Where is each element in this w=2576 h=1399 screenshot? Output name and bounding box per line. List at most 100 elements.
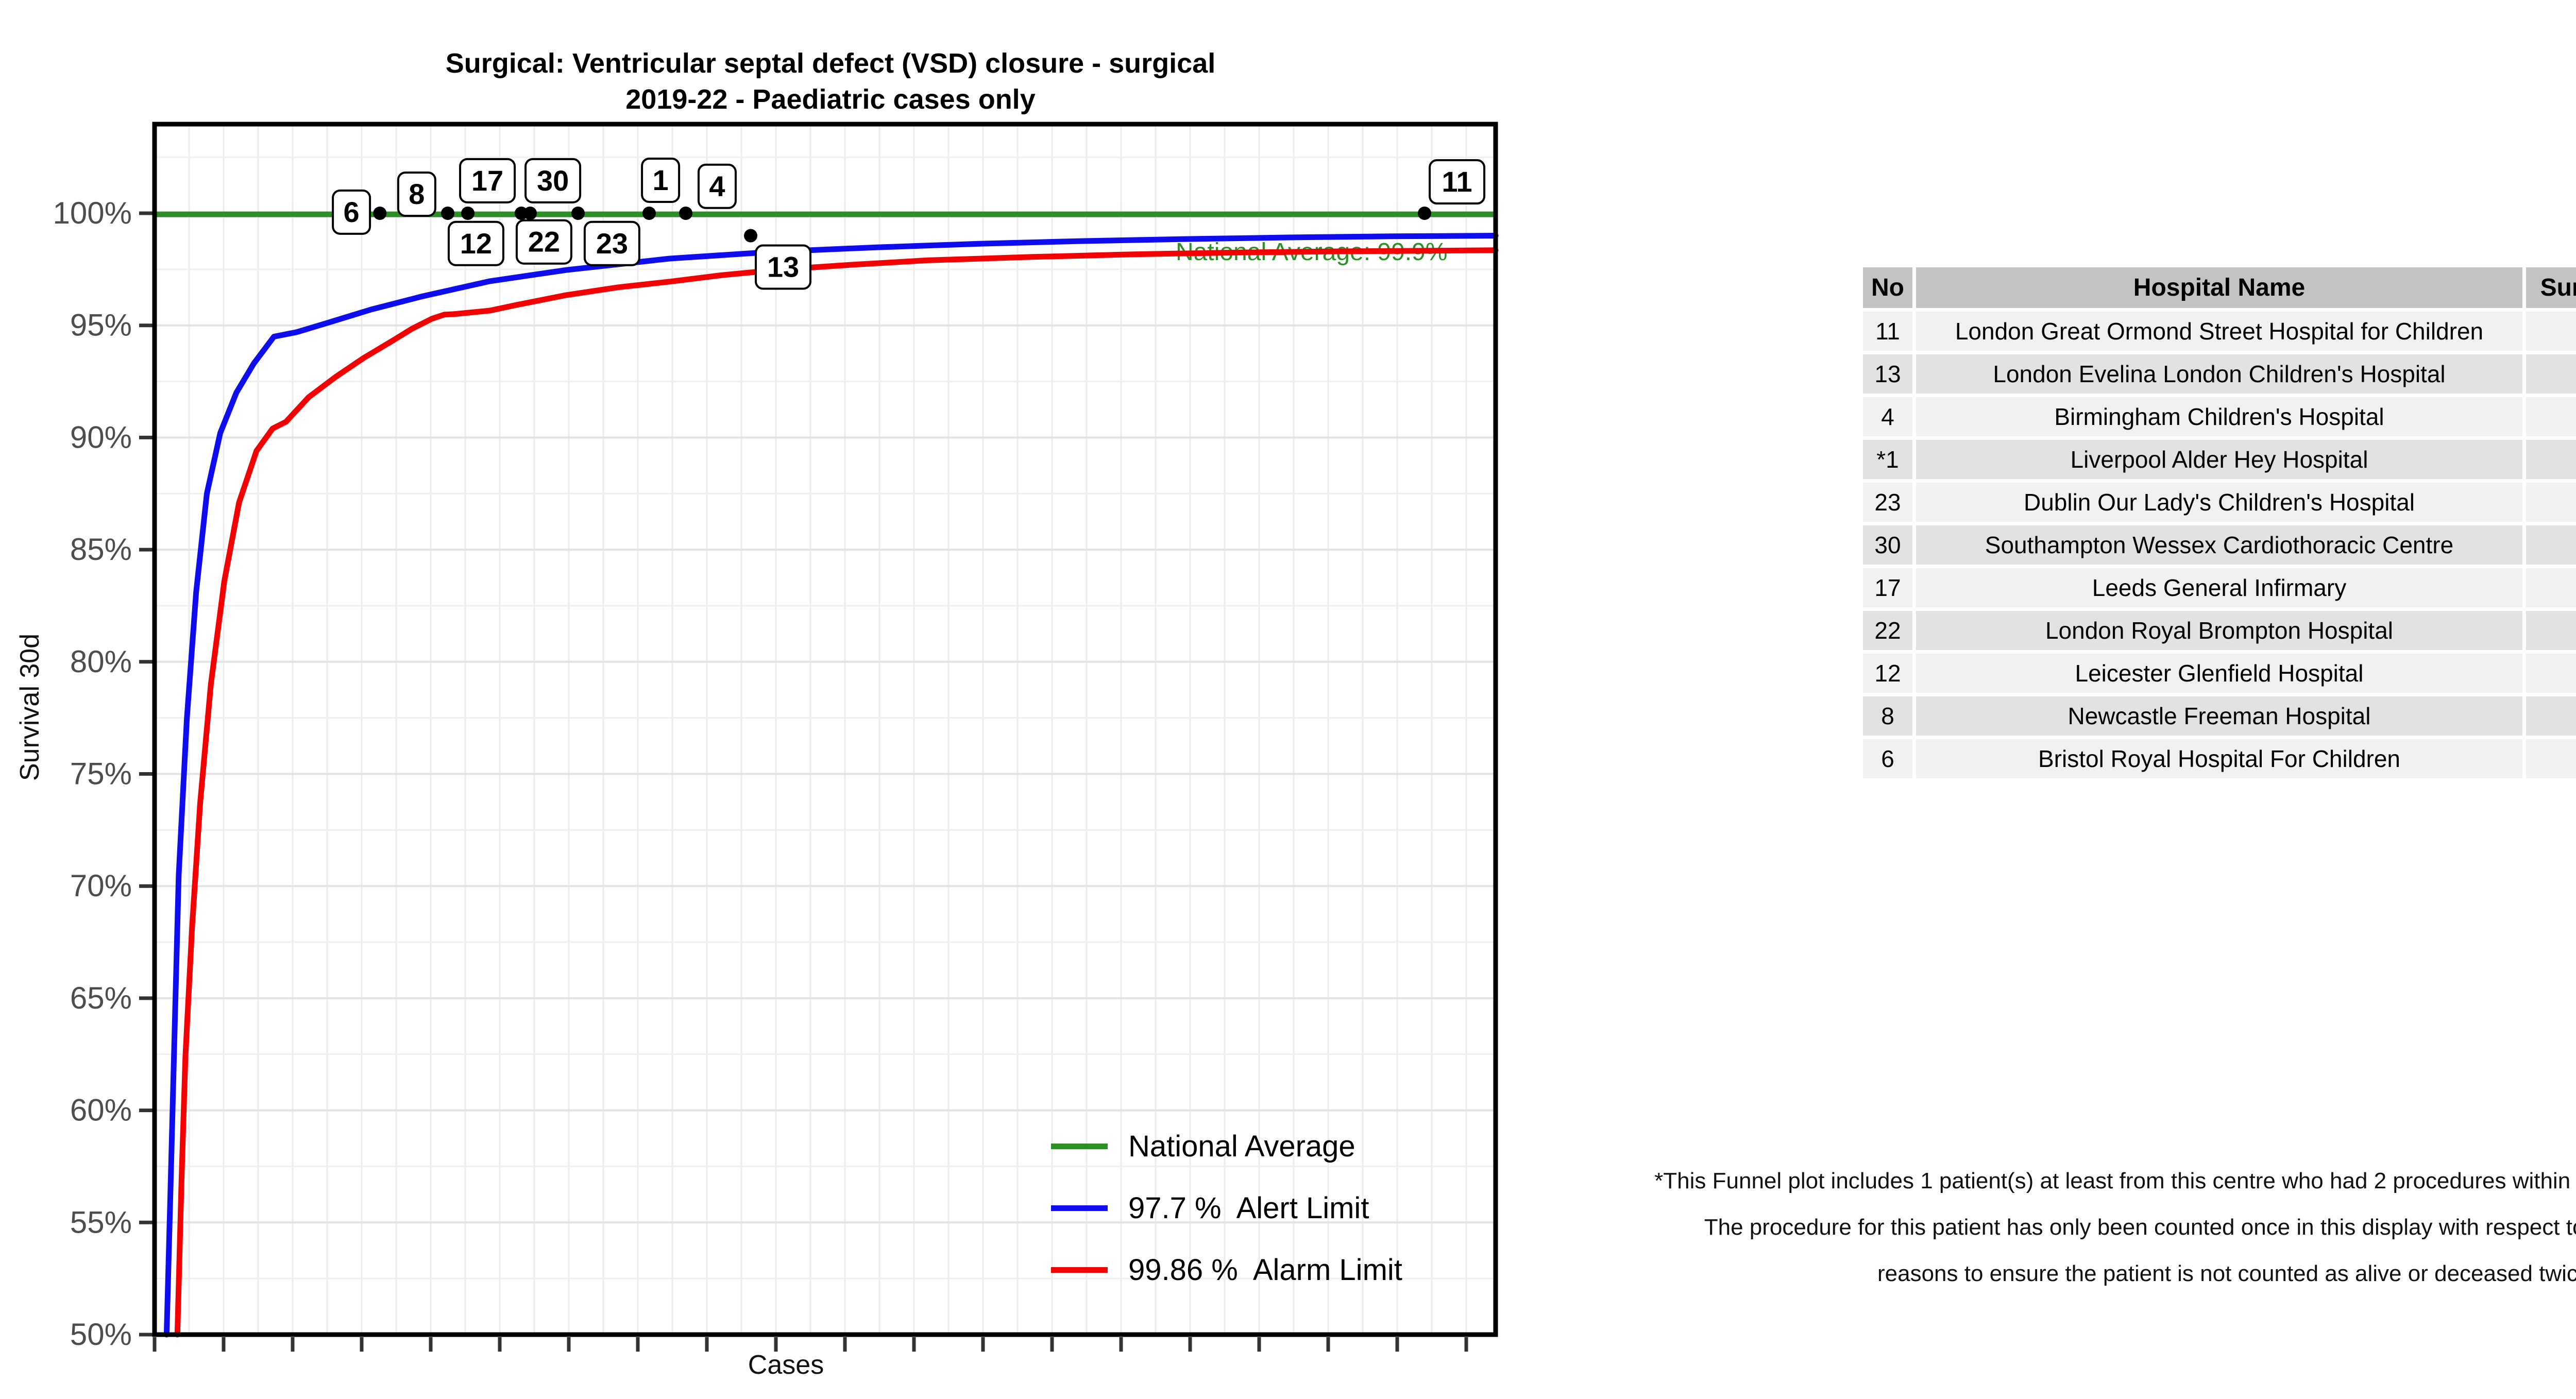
point-label: 11 [1442, 165, 1472, 198]
footnote-line3: reasons to ensure the patient is not cou… [1877, 1261, 2576, 1286]
point-label-box [641, 157, 681, 203]
point-label-box [459, 158, 516, 203]
data-point [441, 207, 455, 220]
point-label-box [697, 163, 737, 209]
point-label-box [515, 219, 572, 265]
cell-no: 6 [1863, 739, 1912, 778]
cell-hospital-name: Dublin Our Lady's Children's Hospital [1916, 483, 2522, 522]
cell-hospital-name: Southampton Wessex Cardiothoracic Centre [1916, 525, 2522, 565]
table-header-no: No [1863, 267, 1912, 308]
table-row: 11 London Great Ormond Street Hospital fo… [1863, 312, 2576, 351]
cell-survival: 100% [2526, 739, 2576, 778]
chart-title-line2: 2019-22 - Paediatric cases only [625, 84, 1036, 115]
point-label-box [397, 171, 436, 217]
data-points [373, 207, 1432, 243]
y-tick-label: 70% [70, 868, 132, 903]
y-tick-label: 100% [53, 196, 132, 230]
cell-hospital-name: Leeds General Infirmary [1916, 568, 2522, 607]
point-label: 12 [460, 227, 492, 260]
point-label: 1 [653, 164, 669, 196]
y-tick-label: 90% [70, 420, 132, 454]
cell-no: 12 [1863, 654, 1912, 693]
cell-hospital-name: London Evelina London Children's Hospita… [1916, 354, 2522, 394]
cell-survival: 100% [2526, 568, 2576, 607]
legend-label: 99.86 % Alarm Limit [1128, 1253, 1402, 1287]
cell-no: 17 [1863, 568, 1912, 607]
footnote-line2: The procedure for this patient has only … [1704, 1215, 2576, 1240]
table-header-survival: Survival 30d [2526, 267, 2576, 308]
data-point [461, 207, 475, 220]
cell-no: 4 [1863, 397, 1912, 436]
cell-survival: 100% [2526, 397, 2576, 436]
point-label: 4 [709, 170, 725, 202]
point-label: 30 [537, 164, 569, 197]
data-point [679, 207, 693, 220]
cell-no: 8 [1863, 696, 1912, 736]
y-tick-label: 85% [70, 532, 132, 567]
limit-curves [163, 233, 1499, 1338]
y-tick-label: 50% [70, 1317, 132, 1352]
alarm-limit-curve [174, 247, 1499, 1338]
cell-no: 30 [1863, 525, 1912, 565]
plot-border [152, 122, 1498, 1337]
cell-hospital-name: Leicester Glenfield Hospital [1916, 654, 2522, 693]
cell-no: 22 [1863, 611, 1912, 650]
legend-label: 97.7 % Alert Limit [1128, 1191, 1369, 1225]
point-label: 6 [344, 196, 360, 228]
cell-survival: 100% [2526, 654, 2576, 693]
alert-limit-curve [163, 233, 1499, 1338]
data-point [571, 207, 585, 220]
cell-no: 11 [1863, 312, 1912, 351]
y-tick-label: 60% [70, 1093, 132, 1128]
point-label-box [524, 158, 582, 203]
cell-survival: 100% [2526, 440, 2576, 479]
legend-row-national-average: National Average [1051, 1115, 1402, 1177]
cell-survival: 100% [2526, 696, 2576, 736]
cell-survival: 99% [2526, 354, 2576, 394]
y-axis-title: Survival 30d [15, 633, 45, 781]
cell-survival: 100% [2526, 312, 2576, 351]
legend-row-alarm-limit: 99.86 % Alarm Limit [1051, 1239, 1402, 1301]
y-tick-labels: 100% 95% 90% 85% 80% 75% 70% 65% 60% 55% 50% [53, 196, 132, 1352]
data-point [523, 207, 537, 220]
data-point [373, 207, 387, 220]
y-tick-label: 75% [70, 757, 132, 791]
point-label: 8 [409, 178, 425, 210]
chart-title: Surgical: Ventricular septal defect (VSD… [315, 45, 1346, 117]
axis-ticks [139, 211, 1468, 1352]
cell-hospital-name: London Great Ormond Street Hospital for … [1916, 312, 2522, 351]
cell-hospital-name: London Royal Brompton Hospital [1916, 611, 2522, 650]
chart-legend: National Average 97.7 % Alert Limit 99.8… [1051, 1115, 1402, 1301]
table-header-row: No Hospital Name Survival 30d [1863, 267, 2576, 308]
y-tick-label: 55% [70, 1205, 132, 1239]
cell-survival: 100% [2526, 525, 2576, 565]
y-tick-label: 80% [70, 644, 132, 679]
point-label-box [447, 220, 504, 266]
chart-title-line1: Surgical: Ventricular septal defect (VSD… [445, 48, 1216, 79]
point-label-box [1429, 159, 1486, 205]
footnote-line1: *This Funnel plot includes 1 patient(s) … [1654, 1168, 2576, 1193]
point-label: 22 [528, 226, 560, 258]
cell-no: 13 [1863, 354, 1912, 394]
point-label-box [332, 189, 371, 235]
data-point [642, 207, 656, 220]
cell-no: *1 [1863, 440, 1912, 479]
point-label: 23 [596, 227, 628, 260]
data-point [1418, 207, 1432, 220]
cell-survival: 100% [2526, 611, 2576, 650]
cell-hospital-name: Liverpool Alder Hey Hospital [1916, 440, 2522, 479]
legend-swatch-green-line [1051, 1143, 1108, 1149]
footnote: *This Funnel plot includes 1 patient(s) … [1540, 1158, 2576, 1297]
point-labels: 6 8 17 30 1 4 11 12 22 23 13 [332, 157, 1486, 290]
table-header-hospital-name: Hospital Name [1916, 267, 2522, 308]
cell-survival: 100% [2526, 483, 2576, 522]
legend-swatch-blue-line [1051, 1205, 1108, 1211]
